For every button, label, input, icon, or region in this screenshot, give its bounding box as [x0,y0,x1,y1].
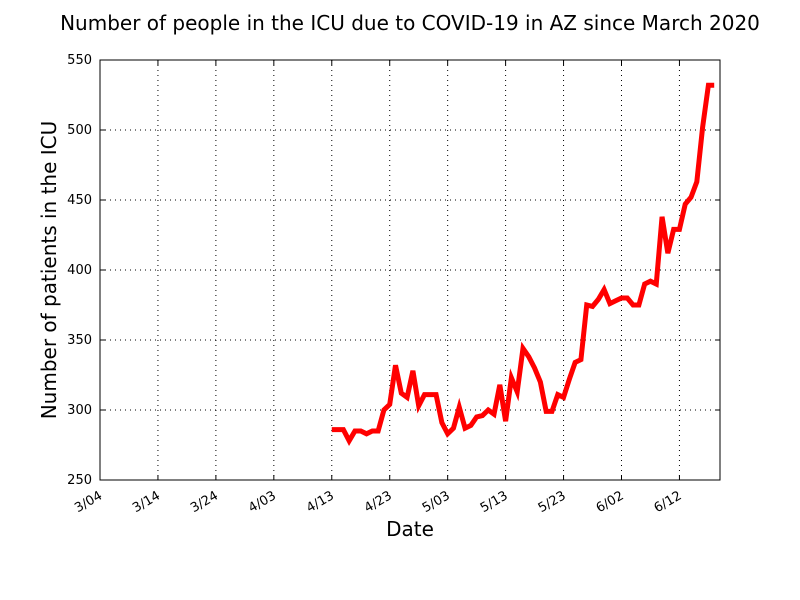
x-tick-label: 6/02 [594,488,627,516]
chart-title: Number of people in the ICU due to COVID… [60,11,760,35]
y-tick-label: 250 [67,473,92,488]
x-tick-label: 5/03 [420,488,453,516]
x-tick-label: 3/04 [72,488,105,516]
y-tick-label: 450 [67,193,92,208]
x-tick-label: 4/03 [246,488,279,516]
y-axis-label: Number of patients in the ICU [37,121,61,420]
x-tick-label: 3/24 [188,488,221,516]
icu-series-line [331,82,715,446]
x-tick-label: 3/14 [130,488,163,516]
x-tick-label: 5/13 [478,488,511,516]
y-tick-label: 350 [67,333,92,348]
x-axis-label: Date [386,517,434,541]
y-tick-label: 550 [67,53,92,68]
tick-labels: 3/04 3/14 3/24 4/03 4/13 4/23 5/03 5/13 5/23 6/02… [67,53,684,516]
x-tick-label: 4/23 [362,488,395,516]
y-tick-label: 300 [67,403,92,418]
y-tick-label: 500 [67,123,92,138]
x-tick-label: 5/23 [536,488,569,516]
series-layer [331,82,715,446]
grid-lines [100,60,720,480]
x-tick-label: 6/12 [652,488,685,516]
axis-ticks [99,59,720,481]
y-tick-label: 400 [67,263,92,278]
x-tick-label: 4/13 [304,488,337,516]
